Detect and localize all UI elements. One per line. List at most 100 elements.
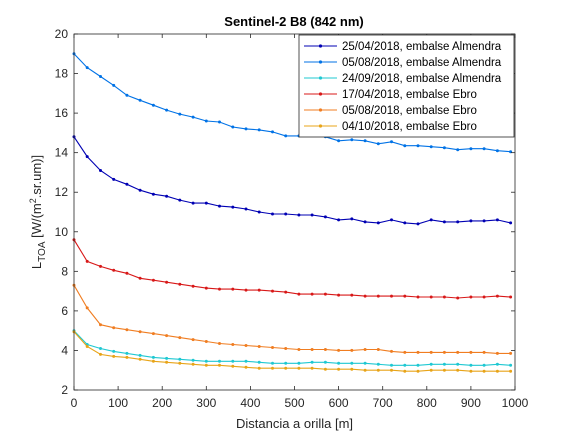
series-line	[73, 239, 511, 299]
y-axis-title-suffix: .sr.um)]	[29, 155, 44, 198]
data-point	[482, 147, 486, 151]
data-point	[297, 366, 301, 370]
data-point	[271, 361, 274, 365]
data-point	[442, 368, 446, 372]
data-point	[218, 120, 221, 124]
data-point	[204, 363, 208, 367]
data-point	[99, 323, 102, 327]
legend-label: 24/09/2018, embalse Almendra	[342, 73, 502, 85]
legend-item: 24/09/2018, embalse Almendra	[304, 73, 502, 85]
data-point	[376, 221, 380, 225]
data-point	[271, 289, 274, 293]
data-point	[151, 192, 155, 196]
data-point	[165, 360, 169, 364]
data-point	[271, 212, 274, 216]
chart-title: Sentinel-2 B8 (842 nm)	[224, 14, 363, 29]
data-point	[244, 127, 248, 131]
data-point	[323, 348, 327, 351]
data-point	[271, 366, 274, 370]
data-point	[99, 75, 102, 78]
data-point	[138, 357, 142, 361]
data-point	[416, 295, 420, 299]
data-point	[495, 294, 499, 298]
data-point	[390, 140, 393, 144]
data-point	[310, 360, 314, 364]
data-point	[112, 349, 116, 353]
data-point	[469, 369, 473, 373]
legend-item: 04/10/2018, embalse Ebro	[304, 121, 477, 133]
data-point	[310, 213, 314, 217]
data-point	[112, 177, 116, 181]
x-tick-label: 0	[71, 396, 78, 410]
series-4	[72, 238, 513, 300]
data-point	[456, 148, 460, 152]
y-tick-label: 6	[61, 304, 68, 318]
series-6	[72, 330, 513, 373]
data-point	[191, 115, 195, 119]
legend-item: 17/04/2018, embalse Ebro	[304, 89, 477, 101]
data-point	[416, 369, 420, 373]
data-point	[257, 360, 261, 364]
data-point	[191, 201, 195, 205]
y-axis-title-mid: [W/(m	[29, 203, 44, 241]
data-point	[112, 83, 116, 87]
data-point	[138, 330, 142, 334]
axis-ticks: 0 100 200 300 400 500 600 700 800 900 1000 2 4 6 8 10 12…	[55, 27, 529, 410]
data-point	[363, 139, 367, 143]
data-point	[442, 350, 446, 354]
data-point	[390, 294, 393, 298]
data-point	[151, 332, 155, 336]
series-5	[72, 283, 513, 355]
series-line	[73, 331, 511, 372]
data-point	[257, 288, 261, 292]
data-point	[191, 284, 195, 288]
y-tick-label: 8	[61, 264, 68, 278]
legend-label: 25/04/2018, embalse Almendra	[342, 41, 502, 53]
x-tick-label: 900	[461, 396, 481, 410]
data-point	[284, 212, 288, 216]
legend-item: 05/08/2018, embalse Almendra	[304, 57, 502, 69]
legend-marker	[318, 92, 323, 96]
data-point	[218, 342, 221, 345]
data-point	[337, 293, 341, 297]
data-point	[323, 360, 327, 364]
data-point	[363, 294, 367, 298]
data-point	[442, 362, 446, 366]
legend: 25/04/2018, embalse Almendra 05/08/2018, …	[298, 34, 515, 138]
data-point	[482, 369, 486, 373]
data-point	[244, 207, 248, 211]
data-point	[125, 328, 129, 332]
series-line	[73, 330, 511, 366]
data-point	[218, 287, 221, 291]
data-point	[337, 139, 341, 143]
data-point	[403, 294, 407, 298]
legend-label: 04/10/2018, embalse Ebro	[342, 121, 477, 133]
legend-item: 05/08/2018, embalse Ebro	[304, 105, 477, 117]
data-point	[99, 169, 102, 172]
legend-item: 25/04/2018, embalse Almendra	[304, 41, 502, 53]
data-point	[416, 350, 420, 354]
data-point	[178, 282, 182, 286]
data-point	[271, 130, 274, 134]
data-point	[138, 276, 142, 280]
data-point	[151, 103, 155, 107]
x-axis-title: Distancia a orilla [m]	[236, 416, 353, 431]
data-point	[85, 155, 89, 159]
data-point	[257, 210, 261, 214]
x-tick-label: 1000	[502, 396, 529, 410]
x-tick-label: 100	[108, 396, 128, 410]
data-point	[495, 351, 499, 355]
y-axis-title-superscript: 2	[28, 198, 38, 203]
data-point	[138, 98, 142, 102]
y-tick-label: 18	[55, 67, 69, 81]
data-point	[85, 306, 89, 310]
data-point	[151, 278, 155, 282]
y-tick-label: 10	[55, 225, 69, 239]
y-tick-label: 20	[55, 27, 69, 41]
data-point	[231, 364, 235, 368]
data-point	[416, 144, 420, 148]
data-point	[125, 351, 129, 355]
x-tick-label: 700	[373, 396, 393, 410]
data-point	[231, 343, 235, 346]
data-point	[191, 362, 195, 366]
